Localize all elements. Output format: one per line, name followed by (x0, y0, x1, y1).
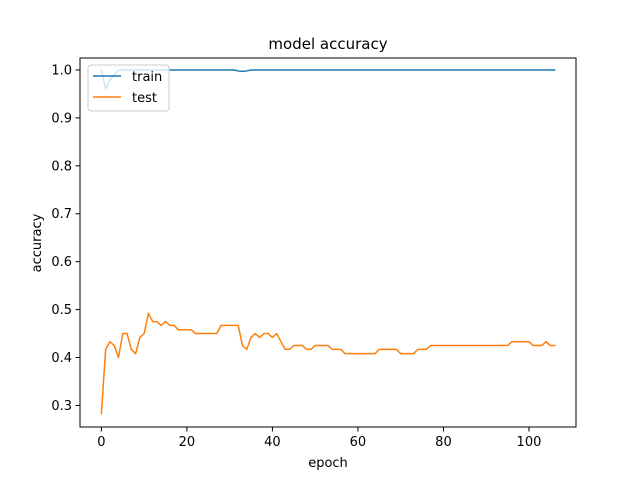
y-axis-label: accuracy (30, 213, 45, 272)
x-axis-ticks: 0 20 40 60 80 100 (97, 427, 541, 450)
y-tick-label: 0.7 (51, 207, 72, 222)
chart-title: model accuracy (268, 35, 387, 53)
plot-background (80, 58, 576, 427)
x-tick-label: 100 (517, 435, 542, 450)
y-tick-label: 0.9 (51, 111, 72, 126)
axes-spines (79, 57, 577, 428)
legend: train test (87, 64, 170, 112)
series-line-test (100, 312, 556, 415)
x-tick-label: 20 (179, 435, 196, 450)
legend-label-test: test (132, 91, 157, 106)
x-tick-label: 80 (435, 435, 452, 450)
x-tick-label: 60 (350, 435, 367, 450)
y-tick-label: 0.8 (51, 159, 72, 174)
y-tick-label: 0.4 (51, 351, 72, 366)
y-tick-label: 1.0 (51, 63, 72, 78)
y-tick-label: 0.6 (51, 255, 72, 270)
y-axis-ticks: 0.3 0.4 0.5 0.6 0.7 0.8 0.9 1.0 (51, 63, 80, 414)
x-tick-label: 0 (97, 435, 105, 450)
axes-frame (79, 57, 577, 428)
x-axis-label: epoch (308, 456, 348, 471)
y-tick-label: 0.3 (51, 399, 72, 414)
x-tick-label: 40 (264, 435, 281, 450)
plot-area (80, 58, 576, 427)
legend-label-train: train (132, 70, 162, 85)
y-tick-label: 0.5 (51, 303, 72, 318)
